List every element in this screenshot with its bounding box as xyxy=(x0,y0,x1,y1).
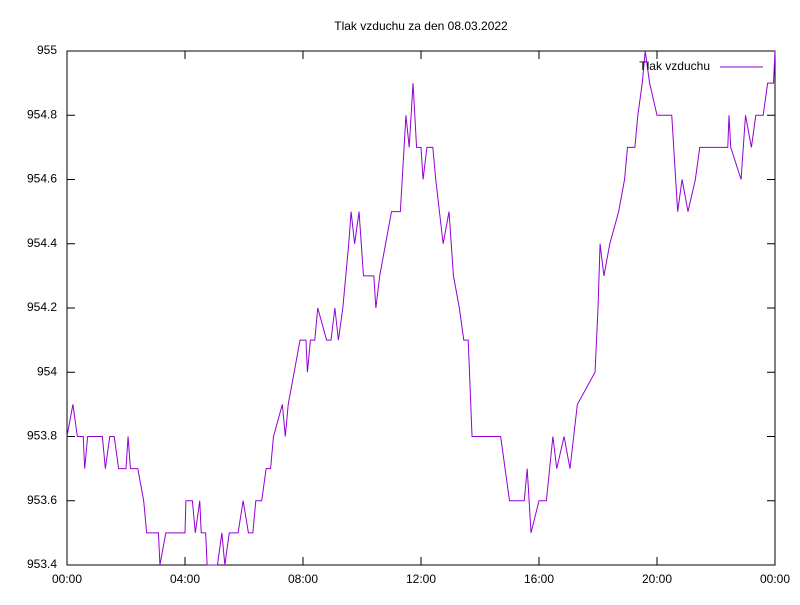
chart-title: Tlak vzduchu za den 08.03.2022 xyxy=(334,19,508,33)
y-tick-label: 953.8 xyxy=(27,429,57,443)
y-tick-label: 954.6 xyxy=(27,172,57,186)
y-tick-label: 953.6 xyxy=(27,493,57,507)
x-tick-label: 08:00 xyxy=(288,572,318,586)
x-tick-label: 04:00 xyxy=(170,572,200,586)
y-tick-label: 953.4 xyxy=(27,557,57,571)
y-tick-label: 954.4 xyxy=(27,236,57,250)
x-tick-label: 20:00 xyxy=(642,572,672,586)
y-tick-label: 955 xyxy=(37,43,57,57)
x-tick-label: 16:00 xyxy=(524,572,554,586)
y-tick-label: 954 xyxy=(37,364,57,378)
data-line xyxy=(66,50,776,566)
legend-label: Tlak vzduchu xyxy=(639,59,710,73)
x-tick-label: 00:00 xyxy=(52,572,82,586)
y-tick-label: 954.2 xyxy=(27,300,57,314)
y-tick-label: 954.8 xyxy=(27,107,57,121)
x-tick-label: 12:00 xyxy=(406,572,436,586)
x-tick-label: 00:00 xyxy=(760,572,790,586)
